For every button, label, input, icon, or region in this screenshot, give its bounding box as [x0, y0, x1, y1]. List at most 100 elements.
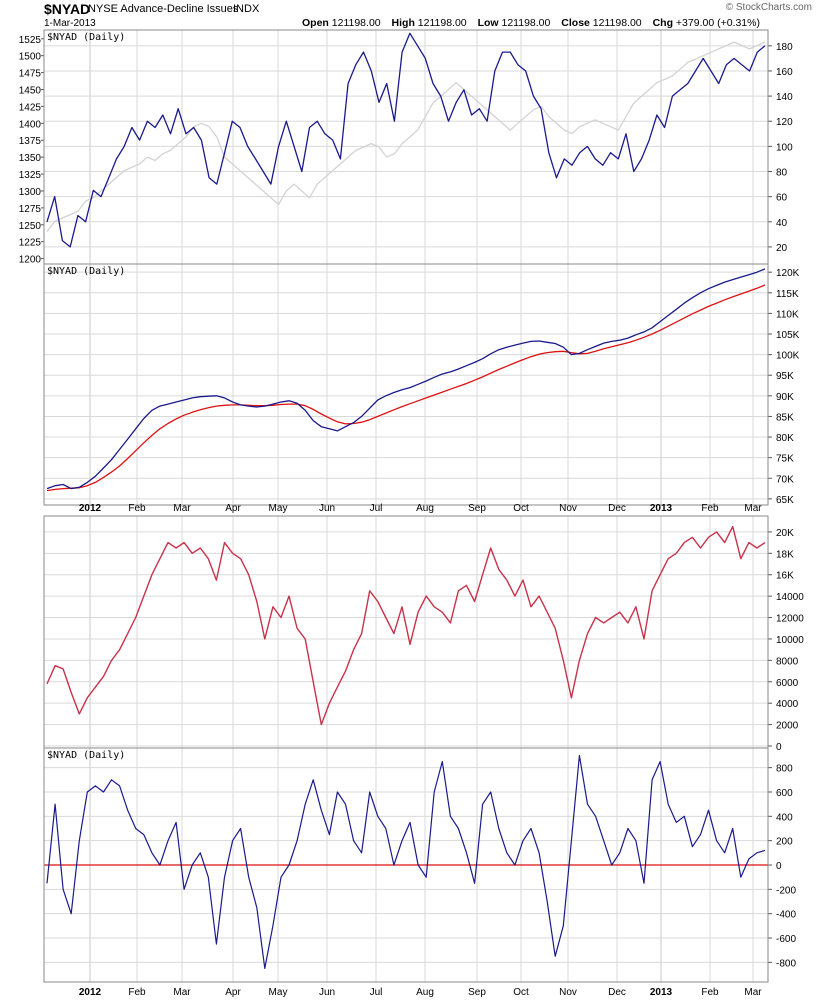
ohlc-readout: Open 121198.00 High 121198.00 Low 121198…: [302, 17, 760, 29]
left-tick-label-0-8: 1400: [19, 119, 42, 130]
x-tick-label-3-6: Jul: [370, 987, 383, 998]
panel-frame-1: [43, 263, 769, 506]
instrument-name: NYSE Advance-Decline Issues: [88, 3, 239, 15]
x-tick-label-3-2: Mar: [173, 987, 191, 998]
series-line-red: [46, 284, 766, 492]
x-tick-label-1-4: May: [269, 503, 288, 514]
date: 1-Mar-2013: [44, 18, 96, 29]
panel-frame-0: [43, 29, 769, 265]
left-tick-label-0-1: 1225: [19, 238, 42, 249]
x-tick-label-3-1: Feb: [128, 987, 146, 998]
x-tick-label-1-11: Dec: [608, 503, 626, 514]
x-tick-label-1-6: Jul: [370, 503, 383, 514]
right-tick-label-1-0: 65K: [776, 495, 794, 506]
panel-label-0: $NYAD (Daily): [47, 32, 125, 43]
right-tick-label-2-7: 14000: [776, 592, 804, 603]
x-tick-label-1-7: Aug: [416, 503, 434, 514]
right-tick-label-2-10: 20K: [776, 528, 794, 539]
left-tick-label-0-5: 1325: [19, 170, 42, 181]
left-tick-label-0-2: 1250: [19, 221, 42, 232]
right-tick-label-1-4: 85K: [776, 412, 794, 423]
chg-value: +379.00 (+0.31%): [675, 17, 760, 29]
close-value: 121198.00: [592, 17, 642, 29]
right-tick-label-1-6: 95K: [776, 371, 794, 382]
right-tick-label-2-5: 10000: [776, 635, 804, 646]
x-tick-label-1-9: Oct: [513, 503, 529, 514]
right-tick-label-2-8: 16K: [776, 571, 794, 582]
close-label: Close: [561, 17, 590, 29]
open-value: 121198.00: [331, 17, 381, 29]
right-tick-label-3-6: 400: [776, 812, 793, 823]
x-tick-label-3-11: Dec: [608, 987, 626, 998]
series-line-crimson: [46, 525, 766, 726]
x-tick-label-3-9: Oct: [513, 987, 529, 998]
right-tick-label-2-3: 6000: [776, 678, 799, 689]
right-tick-label-1-10: 115K: [776, 289, 799, 300]
x-tick-label-1-5: Jun: [319, 503, 335, 514]
left-tick-label-0-0: 1200: [19, 255, 42, 266]
x-tick-label-1-0: 2012: [79, 503, 102, 514]
left-tick-label-0-6: 1350: [19, 153, 42, 164]
x-tick-label-3-4: May: [269, 987, 288, 998]
right-tick-label-3-0: -800: [776, 958, 796, 969]
chart-header: $NYAD NYSE Advance-Decline Issues INDX 1…: [0, 0, 820, 32]
right-tick-label-2-2: 4000: [776, 699, 799, 710]
left-tick-label-0-4: 1300: [19, 187, 42, 198]
right-tick-label-2-1: 2000: [776, 721, 799, 732]
left-tick-label-0-11: 1475: [19, 69, 42, 80]
x-tick-label-1-1: Feb: [128, 503, 146, 514]
x-tick-label-3-10: Nov: [559, 987, 577, 998]
x-tick-label-3-12: 2013: [650, 987, 673, 998]
left-tick-label-0-10: 1450: [19, 86, 42, 97]
right-tick-label-2-0: 0: [776, 742, 782, 753]
right-tick-label-0-4: 100: [776, 142, 793, 153]
x-tick-label-1-13: Feb: [701, 503, 719, 514]
x-tick-label-3-5: Jun: [319, 987, 335, 998]
stockcharts-logo[interactable]: © StockCharts.com: [725, 2, 812, 13]
right-tick-label-0-7: 160: [776, 67, 793, 78]
high-value: 121198.00: [417, 17, 467, 29]
x-tick-label-3-3: Apr: [225, 987, 241, 998]
right-tick-label-3-8: 800: [776, 764, 793, 775]
panel-label-3: $NYAD (Daily): [47, 750, 125, 761]
series-line-navy-3: [46, 754, 766, 969]
x-tick-label-1-12: 2013: [650, 503, 673, 514]
right-tick-label-3-5: 200: [776, 837, 793, 848]
exchange: INDX: [233, 3, 260, 15]
right-tick-label-3-4: 0: [776, 861, 782, 872]
right-tick-label-1-2: 75K: [776, 454, 794, 465]
series-line-navy: [46, 32, 766, 248]
right-tick-label-1-9: 110K: [776, 309, 799, 320]
right-tick-label-3-7: 600: [776, 788, 793, 799]
x-tick-label-1-2: Mar: [173, 503, 191, 514]
high-label: High: [391, 17, 415, 29]
x-tick-label-3-14: Mar: [744, 987, 762, 998]
x-tick-label-1-14: Mar: [744, 503, 762, 514]
right-tick-label-3-1: -600: [776, 934, 796, 945]
left-tick-label-0-3: 1275: [19, 204, 42, 215]
right-tick-label-0-0: 20: [776, 243, 788, 254]
right-tick-label-2-6: 12000: [776, 614, 804, 625]
left-tick-label-0-7: 1375: [19, 136, 42, 147]
panel-frame-3: [43, 747, 769, 983]
low-label: Low: [477, 17, 499, 29]
right-tick-label-0-8: 180: [776, 42, 793, 53]
right-tick-label-1-3: 80K: [776, 433, 794, 444]
right-tick-label-1-11: 120K: [776, 268, 800, 279]
right-tick-label-1-7: 100K: [776, 351, 800, 362]
x-tick-label-1-3: Apr: [225, 503, 241, 514]
left-tick-label-0-9: 1425: [19, 102, 42, 113]
x-tick-label-1-10: Nov: [559, 503, 577, 514]
right-tick-label-3-2: -400: [776, 910, 796, 921]
left-tick-label-0-12: 1500: [19, 52, 42, 63]
series-line-gray: [46, 41, 766, 232]
right-tick-label-0-1: 40: [776, 218, 788, 229]
x-tick-label-3-8: Sep: [468, 987, 486, 998]
right-tick-label-3-3: -200: [776, 885, 796, 896]
x-tick-label-3-13: Feb: [701, 987, 719, 998]
symbol: $NYAD: [44, 1, 91, 17]
right-tick-label-1-5: 90K: [776, 392, 794, 403]
open-label: Open: [302, 17, 329, 29]
right-tick-label-0-6: 140: [776, 92, 793, 103]
